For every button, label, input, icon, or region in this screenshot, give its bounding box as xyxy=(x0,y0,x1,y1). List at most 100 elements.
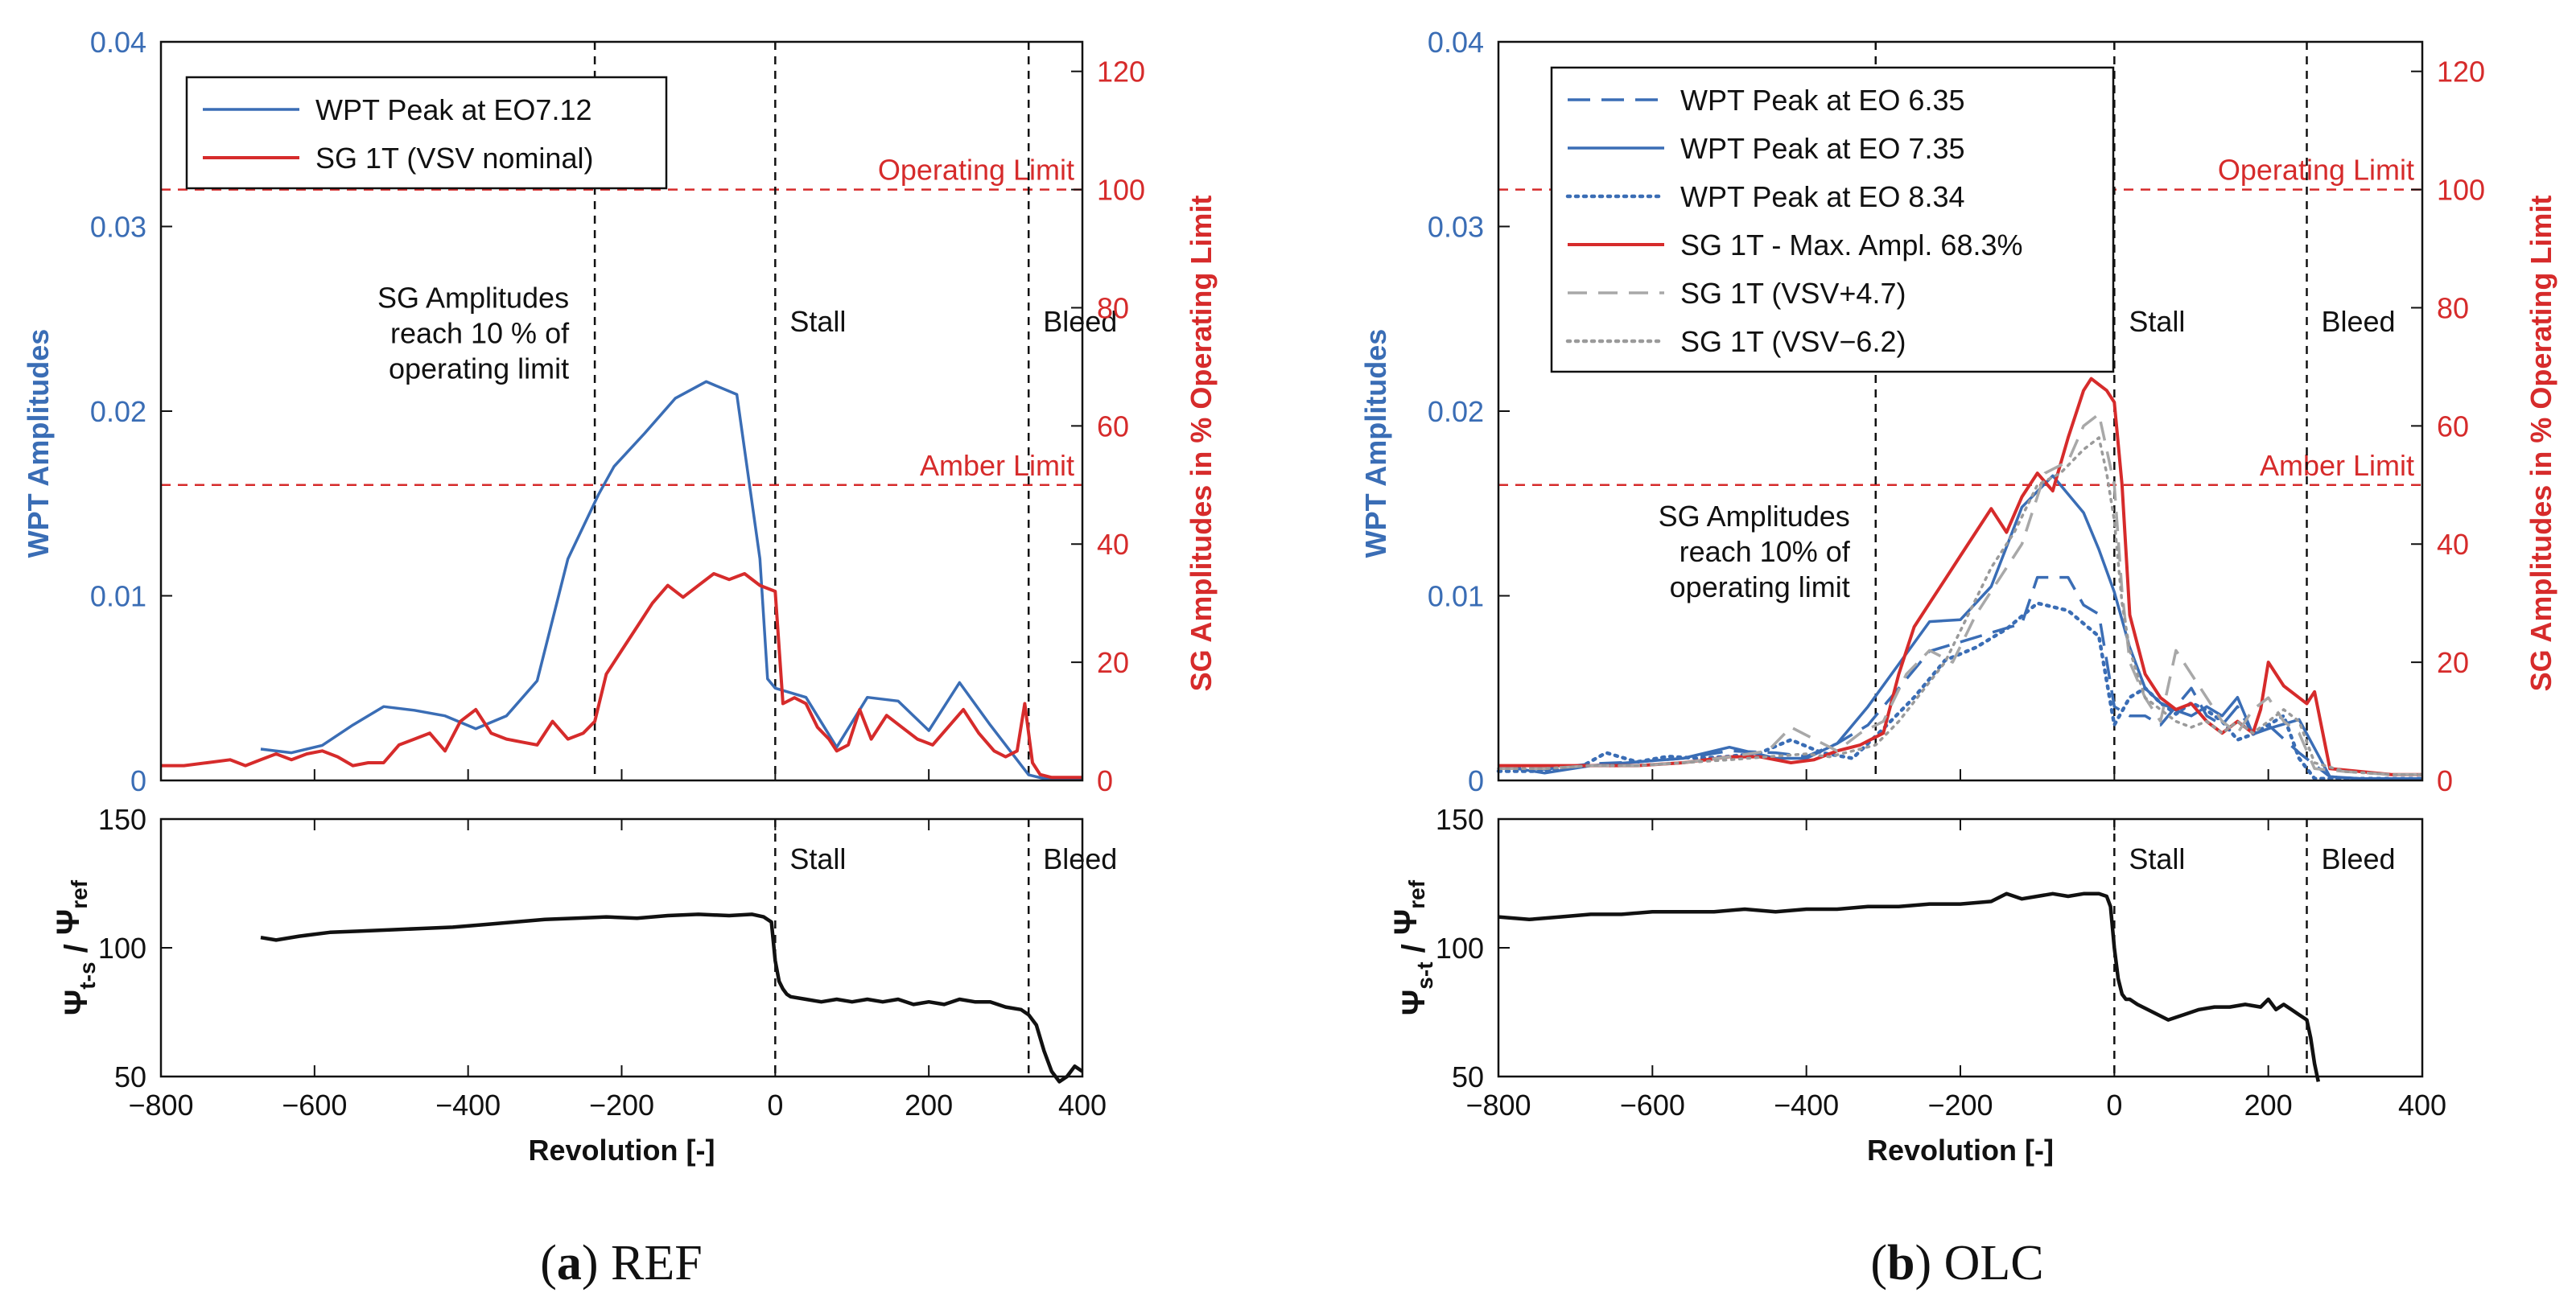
xlabel: Revolution [-] xyxy=(1867,1134,2054,1167)
limit-label-amber: Amber Limit xyxy=(2260,449,2414,482)
ytick-left-label-3: 0.03 xyxy=(90,211,146,244)
legend-box xyxy=(185,76,668,190)
ylabel-bottom: Ψs-t / Ψref xyxy=(1388,879,1437,1015)
ytick-left-label-3: 0.03 xyxy=(1428,211,1484,244)
ylabel-bottom: Ψt-s / Ψref xyxy=(51,879,100,1015)
xtick-label-4: 0 xyxy=(2106,1089,2122,1122)
ylabel-bottom-part-1: s-t xyxy=(1412,961,1437,989)
vline-bottom-label-1: Bleed xyxy=(1043,842,1117,875)
series-line-3 xyxy=(1498,377,2422,776)
ylabel-bottom-part-4: ref xyxy=(67,879,92,908)
vline-label-1-0: Stall xyxy=(2129,305,2185,338)
vline-label-0-1: reach 10 % of xyxy=(390,316,570,349)
ylabel-right: SG Amplitudes in % Operating Limit xyxy=(2524,196,2557,692)
ylabel-bottom-part-1: t-s xyxy=(75,961,100,989)
vline-label-0-2: operating limit xyxy=(389,352,569,385)
limit-label-amber: Amber Limit xyxy=(920,449,1074,482)
series-line-0 xyxy=(1498,575,2422,780)
vline-label-2-0: Bleed xyxy=(1043,305,1117,338)
legend-label-3: SG 1T - Max. Ampl. 68.3% xyxy=(1680,228,2023,261)
xtick-label-5: 200 xyxy=(2244,1089,2293,1122)
legend-label-0: WPT Peak at EO 6.35 xyxy=(1680,84,1965,117)
vline-bottom-label-0: Stall xyxy=(2129,842,2185,875)
xtick-label-0: −800 xyxy=(1465,1089,1531,1122)
series-line-1 xyxy=(161,572,1082,780)
panel-caption: (b) OLC xyxy=(1870,1236,2043,1291)
caption-paren-close: ) xyxy=(1914,1236,1943,1291)
ylabel-left: WPT Amplitudes xyxy=(22,329,55,558)
ytick-left-label-4: 0.04 xyxy=(90,26,146,59)
xlabel: Revolution [-] xyxy=(529,1134,715,1167)
series-line-0 xyxy=(260,380,1082,780)
xtick-label-1: −600 xyxy=(282,1089,347,1122)
ylabel-right: SG Amplitudes in % Operating Limit xyxy=(1185,196,1218,692)
ytick-right-label-2: 40 xyxy=(2437,528,2469,561)
xtick-label-4: 0 xyxy=(767,1089,783,1122)
ytick-right-label-6: 120 xyxy=(1097,56,1145,89)
ylabel-left: WPT Amplitudes xyxy=(1359,329,1392,558)
ytick-bottom-label-0: 50 xyxy=(114,1060,146,1093)
ylabel-bottom-part-3: Ψ xyxy=(1388,909,1424,935)
xtick-label-0: −800 xyxy=(128,1089,193,1122)
ylabel-bottom-part-0: Ψ xyxy=(1396,990,1432,1015)
vline-label-0-0: SG Amplitudes xyxy=(377,281,569,314)
legend-label-5: SG 1T (VSV−6.2) xyxy=(1680,325,1906,358)
legend-label-0: WPT Peak at EO7.12 xyxy=(315,93,592,126)
ytick-right-label-0: 0 xyxy=(2437,764,2453,797)
panel-caption: (a) REF xyxy=(540,1236,703,1291)
ytick-bottom-label-2: 150 xyxy=(1436,803,1484,836)
caption-text: REF xyxy=(611,1236,703,1291)
series-line-2 xyxy=(1496,601,2425,780)
caption-paren-open: ( xyxy=(1870,1236,1887,1291)
ytick-bottom-label-0: 50 xyxy=(1452,1060,1484,1093)
xtick-label-2: −400 xyxy=(435,1089,501,1122)
xtick-label-6: 400 xyxy=(1058,1089,1107,1122)
ytick-right-label-4: 80 xyxy=(2437,291,2469,324)
ytick-right-label-5: 100 xyxy=(2437,174,2485,207)
caption-letter: a xyxy=(557,1236,582,1291)
ytick-right-label-6: 120 xyxy=(2437,56,2485,89)
ylabel-bottom-part-4: ref xyxy=(1404,879,1429,908)
ylabel-bottom-part-2: / xyxy=(59,935,94,961)
psi-ratio-line xyxy=(1498,891,2321,1082)
ytick-right-label-1: 20 xyxy=(1097,646,1129,679)
ytick-bottom-label-1: 100 xyxy=(1436,932,1484,965)
caption-paren-close: ) xyxy=(582,1236,611,1291)
series-line-1 xyxy=(1498,474,2422,780)
ytick-right-label-4: 80 xyxy=(1097,291,1129,324)
legend-label-1: WPT Peak at EO 7.35 xyxy=(1680,132,1965,165)
ytick-left-label-2: 0.02 xyxy=(90,395,146,428)
ytick-bottom-label-2: 150 xyxy=(98,803,146,836)
vline-label-1-0: Stall xyxy=(789,305,846,338)
legend-box xyxy=(1550,66,2115,373)
series-line-4 xyxy=(1498,412,2422,776)
caption-text: OLC xyxy=(1944,1236,2044,1291)
ytick-right-label-0: 0 xyxy=(1097,764,1113,797)
ytick-left-label-1: 0.01 xyxy=(1428,580,1484,613)
xtick-label-1: −600 xyxy=(1620,1089,1685,1122)
vline-bottom-label-0: Stall xyxy=(789,842,846,875)
xtick-label-6: 400 xyxy=(2398,1089,2446,1122)
ylabel-bottom-part-2: / xyxy=(1396,935,1432,961)
ytick-right-label-2: 40 xyxy=(1097,528,1129,561)
caption-paren-open: ( xyxy=(540,1236,557,1291)
ytick-right-label-5: 100 xyxy=(1097,174,1145,207)
ytick-right-label-3: 60 xyxy=(1097,410,1129,443)
vline-label-0-1: reach 10% of xyxy=(1680,535,1851,568)
vline-label-0-2: operating limit xyxy=(1670,570,1850,603)
xtick-label-3: −200 xyxy=(589,1089,654,1122)
bottom-plot-frame xyxy=(159,817,1084,1078)
ytick-right-label-1: 20 xyxy=(2437,646,2469,679)
ytick-left-label-2: 0.02 xyxy=(1428,395,1484,428)
ytick-left-label-0: 0 xyxy=(130,764,146,797)
limit-label-operating: Operating Limit xyxy=(2218,154,2414,187)
ylabel-bottom-part-0: Ψ xyxy=(59,990,94,1015)
legend-label-2: WPT Peak at EO 8.34 xyxy=(1680,180,1965,213)
vline-label-0-0: SG Amplitudes xyxy=(1659,500,1850,533)
ytick-bottom-label-1: 100 xyxy=(98,932,146,965)
limit-label-operating: Operating Limit xyxy=(878,154,1074,187)
ylabel-bottom-part-3: Ψ xyxy=(51,909,86,935)
series-line-5 xyxy=(1497,436,2424,776)
